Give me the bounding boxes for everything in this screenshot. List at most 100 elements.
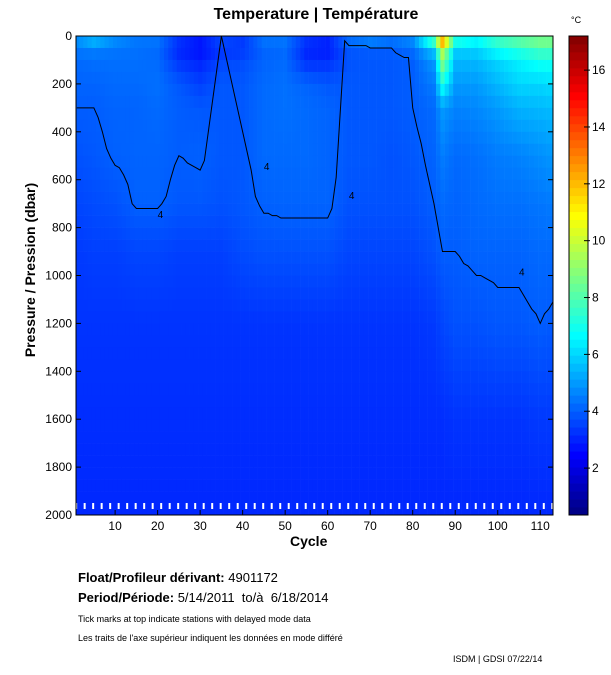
- heatmap-cell: [125, 59, 131, 73]
- heatmap-cell: [465, 215, 471, 228]
- heatmap-cell: [210, 359, 216, 372]
- heatmap-cell: [278, 431, 284, 444]
- heatmap-cell: [474, 155, 479, 169]
- heatmap-cell: [444, 467, 450, 480]
- heatmap-cell: [317, 431, 322, 444]
- heatmap-cell: [321, 275, 326, 288]
- heatmap-cell: [142, 36, 148, 49]
- heatmap-cell: [474, 59, 479, 73]
- heatmap-cell: [334, 179, 339, 192]
- heatmap-cell: [372, 407, 377, 420]
- heatmap-cell: [521, 311, 526, 324]
- heatmap-cell: [414, 167, 420, 180]
- heatmap-cell: [219, 431, 224, 444]
- heatmap-cell: [117, 407, 122, 420]
- heatmap-cell: [193, 335, 199, 348]
- heatmap-cell: [474, 395, 479, 408]
- heatmap-cell: [78, 479, 84, 492]
- heatmap-cell: [151, 419, 156, 432]
- heatmap-cell: [300, 131, 305, 145]
- heatmap-cell: [321, 143, 326, 157]
- heatmap-cell: [436, 347, 441, 360]
- heatmap-cell: [227, 107, 233, 121]
- heatmap-cell: [151, 59, 156, 73]
- heatmap-cell: [512, 323, 518, 336]
- heatmap-cell: [419, 359, 424, 372]
- heatmap-cell: [461, 95, 467, 109]
- heatmap-cell: [308, 227, 314, 240]
- heatmap-cell: [164, 455, 169, 468]
- heatmap-cell: [172, 443, 178, 456]
- heatmap-cell: [406, 491, 411, 504]
- heatmap-cell: [342, 407, 348, 420]
- heatmap-cell: [495, 467, 501, 480]
- heatmap-cell: [351, 407, 356, 420]
- heatmap-cell: [533, 167, 539, 180]
- heatmap-cell: [427, 443, 433, 456]
- heatmap-cell: [83, 107, 88, 121]
- heatmap-cell: [516, 359, 522, 372]
- heatmap-cell: [406, 71, 411, 85]
- heatmap-cell: [300, 491, 305, 504]
- heatmap-cell: [108, 239, 114, 252]
- heatmap-cell: [164, 263, 169, 276]
- colorbar-tick-label: 8: [592, 291, 599, 305]
- heatmap-cell: [219, 491, 224, 504]
- heatmap-cell: [304, 119, 309, 133]
- heatmap-cell: [125, 347, 131, 360]
- heatmap-cell: [363, 323, 369, 336]
- heatmap-cell: [76, 107, 80, 121]
- heatmap-cell: [325, 407, 331, 420]
- heatmap-cell: [538, 131, 543, 145]
- heatmap-cell: [325, 383, 331, 396]
- heatmap-cell: [355, 179, 360, 192]
- heatmap-cell: [482, 491, 488, 504]
- heatmap-cell: [76, 383, 80, 396]
- heatmap-cell: [108, 131, 114, 145]
- heatmap-cell: [300, 215, 305, 228]
- heatmap-cell: [397, 263, 403, 276]
- colorbar-segment: [569, 459, 588, 468]
- heatmap-cell: [240, 287, 246, 300]
- heatmap-cell: [461, 36, 467, 49]
- heatmap-cell: [138, 215, 144, 228]
- heatmap-cell: [159, 83, 165, 97]
- heatmap-cell: [355, 419, 360, 432]
- heatmap-cell: [227, 407, 233, 420]
- heatmap-cell: [189, 143, 195, 157]
- heatmap-cell: [465, 155, 471, 169]
- heatmap-cell: [317, 359, 322, 372]
- heatmap-cell: [431, 371, 437, 384]
- heatmap-cell: [521, 347, 526, 360]
- heatmap-cell: [461, 239, 467, 252]
- heatmap-cell: [342, 359, 348, 372]
- heatmap-cell: [402, 275, 407, 288]
- heatmap-cell: [499, 359, 505, 372]
- heatmap-cell: [312, 227, 318, 240]
- heatmap-cell: [232, 95, 237, 109]
- heatmap-cell: [291, 95, 297, 109]
- heatmap-cell: [368, 371, 373, 384]
- heatmap-cell: [474, 275, 479, 288]
- heatmap-cell: [436, 359, 441, 372]
- heatmap-cell: [164, 491, 169, 504]
- heatmap-cell: [253, 407, 258, 420]
- heatmap-cell: [414, 83, 420, 97]
- heatmap-cell: [95, 371, 101, 384]
- heatmap-cell: [499, 179, 505, 192]
- heatmap-cell: [117, 443, 122, 456]
- heatmap-cell: [414, 59, 420, 73]
- heatmap-cell: [402, 467, 407, 480]
- heatmap-cell: [159, 311, 165, 324]
- heatmap-cell: [151, 179, 156, 192]
- heatmap-cell: [427, 311, 433, 324]
- heatmap-cell: [219, 119, 224, 133]
- heatmap-cell: [240, 419, 246, 432]
- heatmap-cell: [249, 299, 254, 312]
- heatmap-cell: [376, 323, 382, 336]
- heatmap-cell: [478, 359, 484, 372]
- heatmap-cell: [317, 407, 322, 420]
- heatmap-cell: [436, 491, 441, 504]
- heatmap-cell: [521, 443, 526, 456]
- heatmap-cell: [444, 443, 450, 456]
